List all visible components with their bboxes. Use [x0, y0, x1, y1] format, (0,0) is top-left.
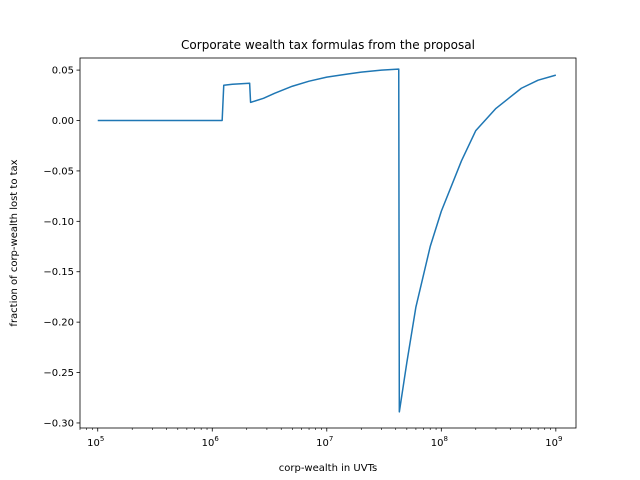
- y-tick-label: −0.30: [43, 418, 74, 429]
- y-tick-label: −0.15: [43, 267, 74, 278]
- x-tick-label: 106: [202, 435, 220, 449]
- x-tick-label: 105: [87, 435, 104, 449]
- y-tick-label: −0.20: [43, 318, 74, 329]
- x-tick-label: 109: [545, 435, 562, 449]
- y-tick-label: 0.05: [52, 66, 74, 77]
- plot-area-frame: [79, 57, 577, 429]
- x-axis-label: corp-wealth in UVTs: [279, 463, 377, 474]
- y-tick-label: −0.25: [43, 368, 74, 379]
- y-tick-label: −0.05: [43, 166, 74, 177]
- x-tick-label: 108: [431, 435, 448, 449]
- y-axis-label: fraction of corp-wealth lost to tax: [9, 159, 20, 326]
- chart-title: Corporate wealth tax formulas from the p…: [181, 38, 475, 52]
- x-tick-label: 107: [316, 435, 333, 449]
- series-line: [97, 68, 557, 413]
- y-tick-label: −0.10: [43, 217, 74, 228]
- y-axis: 0.05 0.00 −0.05 −0.10 −0.15 −0.20 −0.25 −0.30: [43, 66, 80, 429]
- x-axis: 105 106 107 108 109: [79, 428, 562, 449]
- y-tick-label: 0.00: [52, 116, 74, 127]
